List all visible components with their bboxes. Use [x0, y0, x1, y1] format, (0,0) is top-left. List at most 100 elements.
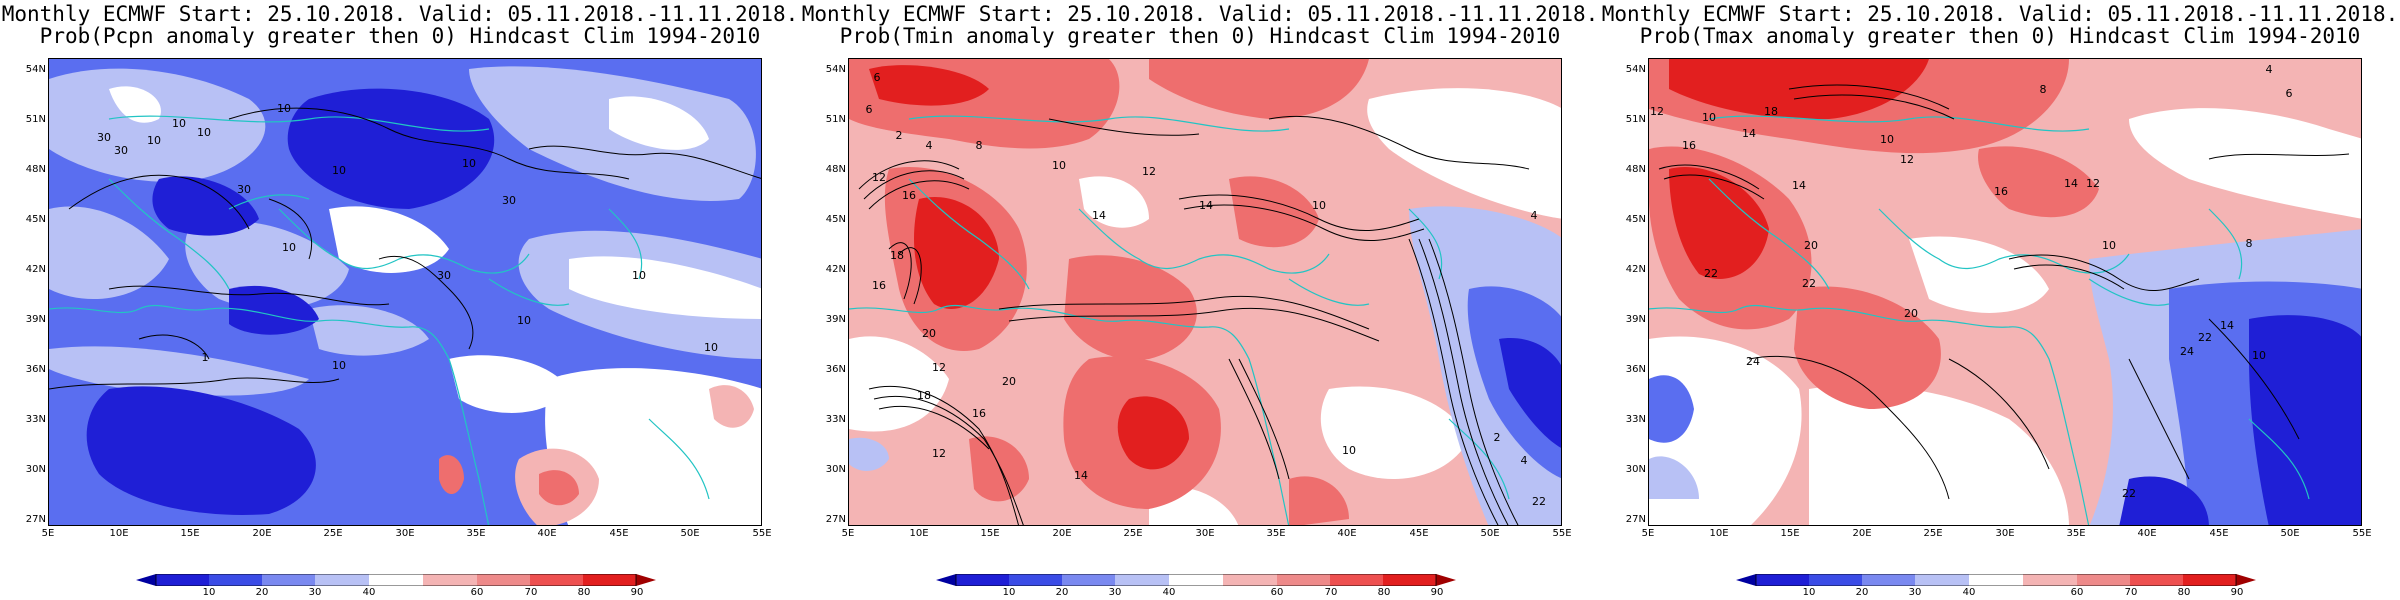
contour-label: 4 [926, 139, 933, 152]
contour-label: 18 [1764, 105, 1778, 118]
contour-label: 24 [2180, 345, 2194, 358]
lat-tick: 36N [1625, 364, 1646, 375]
panel-title-line2: Prob(Tmin anomaly greater then 0) Hindca… [839, 24, 1561, 48]
colorbar-label: 30 [1908, 587, 1922, 598]
contour-label: 10 [197, 126, 211, 139]
lat-tick: 30N [1625, 464, 1646, 475]
lat-tick: 33N [825, 414, 846, 425]
lat-tick: 33N [1625, 414, 1646, 425]
colorbar-label: 60 [470, 587, 484, 598]
contour-label: 2 [896, 129, 903, 142]
lat-tick: 51N [825, 114, 846, 125]
lat-tick: 54N [825, 64, 846, 75]
contour-label: 14 [1199, 199, 1213, 212]
lat-tick: 27N [1625, 514, 1646, 525]
lon-tick: 25E [1123, 528, 1143, 539]
contour-label: 10 [1702, 111, 1716, 124]
lon-tick: 25E [323, 528, 343, 539]
lon-tick: 45E [1409, 528, 1429, 539]
contour-label: 16 [1682, 139, 1696, 152]
lon-tick: 35E [2066, 528, 2086, 539]
panel-tmax: Monthly ECMWF Start: 25.10.2018. Valid: … [1600, 0, 2400, 600]
contour-label: 22 [2122, 487, 2136, 500]
colorbar-label: 80 [2177, 587, 2191, 598]
lat-tick: 36N [25, 364, 46, 375]
contour-label: 14 [2220, 319, 2234, 332]
contour-label: 10 [172, 117, 186, 130]
colorbar-label: 40 [1962, 587, 1976, 598]
contour-label: 8 [2040, 83, 2047, 96]
contour-label: 10 [517, 314, 531, 327]
panel-pcpn: Monthly ECMWF Start: 25.10.2018. Valid: … [0, 0, 800, 600]
contour-label: 16 [872, 279, 886, 292]
colorbar-label: 90 [2230, 587, 2244, 598]
lon-tick: 40E [2137, 528, 2157, 539]
colorbar-label: 30 [1108, 587, 1122, 598]
panel-title-line1: Monthly ECMWF Start: 25.10.2018. Valid: … [801, 2, 1599, 26]
panel-title-line2: Prob(Pcpn anomaly greater then 0) Hindca… [39, 24, 761, 48]
lat-tick: 42N [25, 264, 46, 275]
map-pcpn: 10 10 10 30 30 10 10 10 30 30 10 30 10 1… [48, 58, 762, 526]
lon-tick: 20E [1852, 528, 1872, 539]
contour-label: 20 [922, 327, 936, 340]
contour-label: 14 [1092, 209, 1106, 222]
lon-tick: 5E [841, 528, 855, 539]
lat-tick: 39N [1625, 314, 1646, 325]
panel-title-line1: Monthly ECMWF Start: 25.10.2018. Valid: … [1601, 2, 2399, 26]
contour-label: 16 [1994, 185, 2008, 198]
panel-title-line2: Prob(Tmax anomaly greater then 0) Hindca… [1639, 24, 2361, 48]
lon-tick: 50E [2280, 528, 2300, 539]
lon-tick: 25E [1923, 528, 1943, 539]
contour-label: 30 [237, 183, 251, 196]
contour-label: 14 [1742, 127, 1756, 140]
lon-tick: 30E [1195, 528, 1215, 539]
colorbar [136, 574, 656, 586]
contour-label: 22 [2198, 331, 2212, 344]
colorbar-label: 60 [1270, 587, 1284, 598]
lon-tick: 10E [109, 528, 129, 539]
lon-tick: 15E [180, 528, 200, 539]
colorbar-label: 40 [362, 587, 376, 598]
lon-tick: 20E [1052, 528, 1072, 539]
contour-label: 30 [437, 269, 451, 282]
contour-label: 18 [890, 249, 904, 262]
lon-tick: 55E [1552, 528, 1572, 539]
panel-tmin: Monthly ECMWF Start: 25.10.2018. Valid: … [800, 0, 1600, 600]
contour-label: 10 [1052, 159, 1066, 172]
lat-tick: 39N [25, 314, 46, 325]
lon-tick: 50E [1480, 528, 1500, 539]
lon-tick: 55E [2352, 528, 2372, 539]
colorbar [1736, 574, 2256, 586]
lon-tick: 40E [537, 528, 557, 539]
lat-tick: 45N [1625, 214, 1646, 225]
contour-label: 22 [1704, 267, 1718, 280]
contour-label: 12 [932, 361, 946, 374]
lon-tick: 10E [909, 528, 929, 539]
lat-tick: 30N [825, 464, 846, 475]
contour-label: 10 [2102, 239, 2116, 252]
contour-label: 30 [97, 131, 111, 144]
lat-tick: 36N [825, 364, 846, 375]
contour-label: 8 [2246, 237, 2253, 250]
contour-label: 6 [874, 71, 881, 84]
contour-label: 4 [2266, 63, 2273, 76]
contour-label: 12 [1650, 105, 1664, 118]
contour-label: 6 [866, 103, 873, 116]
contour-label: 18 [917, 389, 931, 402]
lat-tick: 27N [825, 514, 846, 525]
map-tmin: 6 6 2 4 12 16 8 10 12 14 14 10 16 18 20 … [848, 58, 1562, 526]
contour-label: 30 [114, 144, 128, 157]
contour-label: 24 [1746, 355, 1760, 368]
lat-tick: 30N [25, 464, 46, 475]
lat-tick: 45N [825, 214, 846, 225]
contour-label: 2 [1494, 431, 1501, 444]
colorbar-label: 10 [1802, 587, 1816, 598]
colorbar-label: 90 [1430, 587, 1444, 598]
contour-label: 14 [1792, 179, 1806, 192]
colorbar-label: 20 [255, 587, 269, 598]
contour-label: 10 [2252, 349, 2266, 362]
lon-tick: 5E [41, 528, 55, 539]
colorbar-label: 80 [577, 587, 591, 598]
colorbar-label: 70 [524, 587, 538, 598]
lon-tick: 40E [1337, 528, 1357, 539]
